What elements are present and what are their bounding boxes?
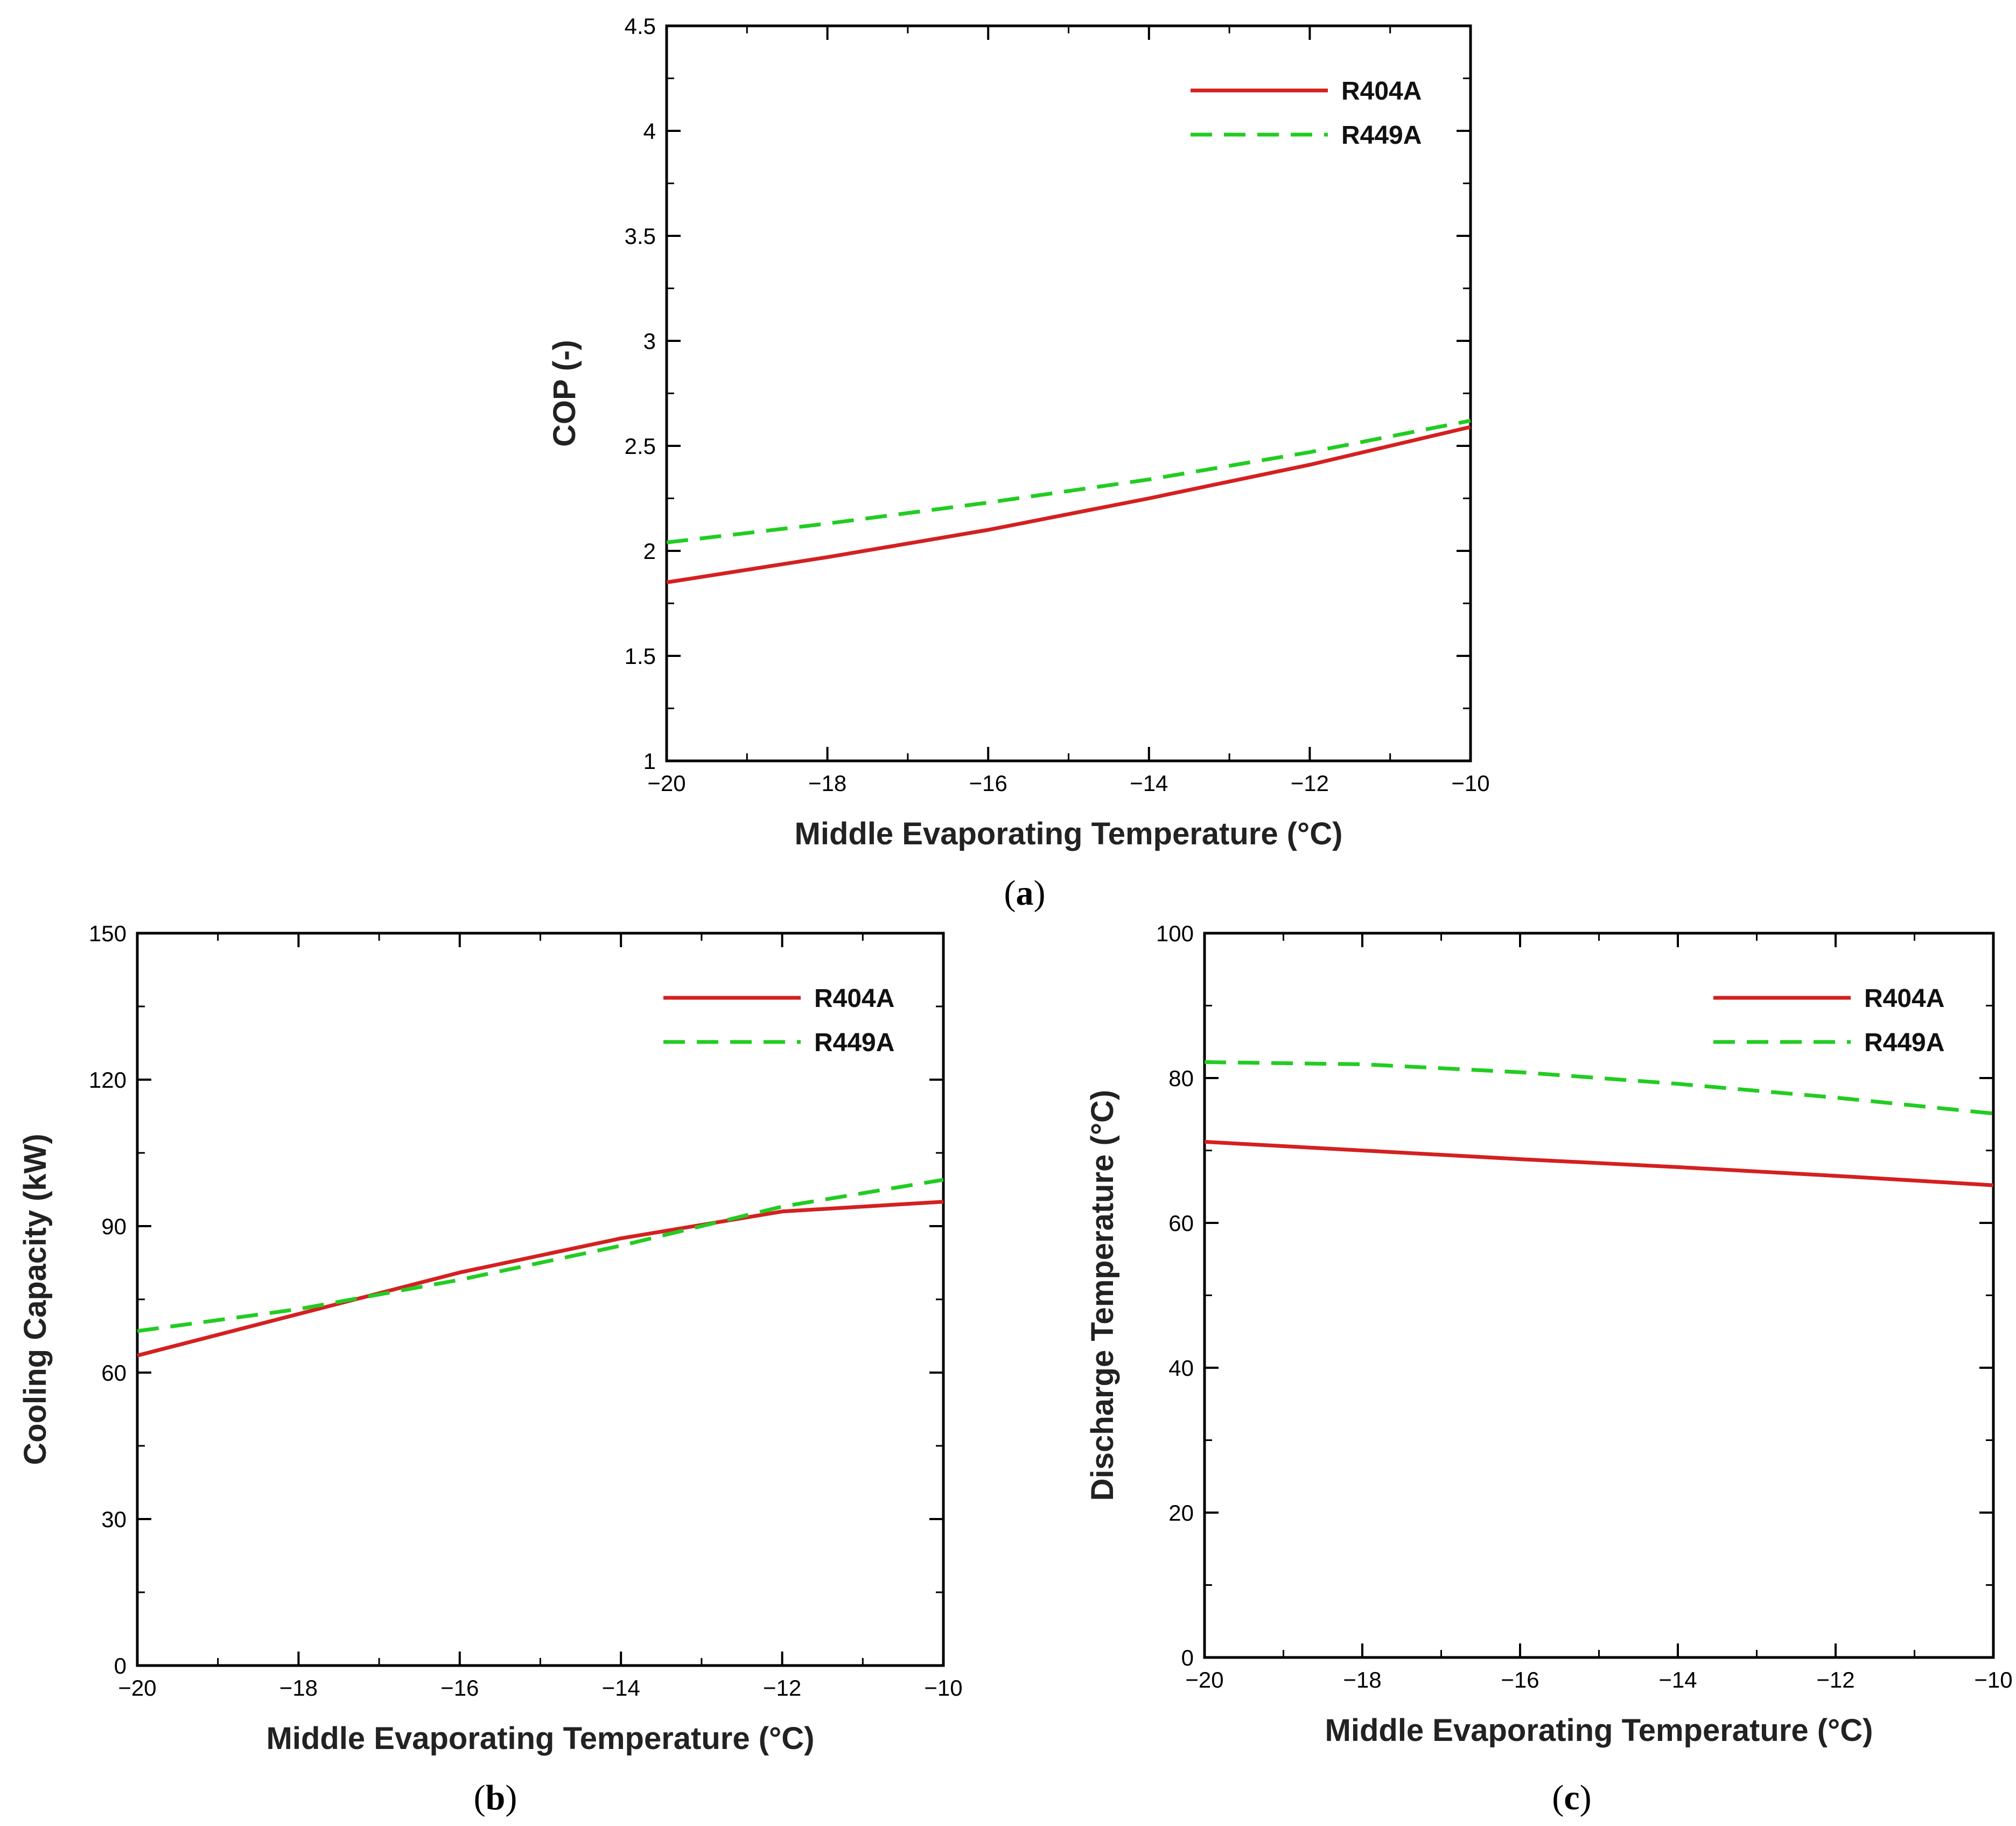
series-line-r404a [666,425,1471,584]
x-tick-label: −20 [118,1675,156,1701]
y-tick-label: 3 [643,328,656,354]
x-tick-label: −12 [1291,771,1329,796]
y-tick-label: 60 [1168,1211,1194,1236]
x-tick-label: −14 [602,1675,640,1701]
panel-label: (a) [1004,873,1046,913]
x-tick-label: −20 [647,771,685,796]
legend-label: R404A [1864,984,1944,1013]
y-tick-label: 120 [89,1067,127,1093]
y-tick-label: 2.5 [625,433,656,459]
y-axis-title: Discharge Temperature (°C) [1085,1090,1120,1501]
legend-label: R449A [1864,1029,1944,1057]
x-tick-label: −14 [1658,1667,1697,1692]
y-tick-label: 3.5 [625,223,656,249]
panel-label: (b) [474,1778,517,1817]
y-tick-label: 2 [643,538,656,564]
legend-label: R449A [814,1029,894,1057]
x-tick-label: −20 [1185,1667,1223,1692]
y-tick-label: 4.5 [625,13,656,39]
x-tick-label: −16 [440,1675,479,1701]
y-axis-title: Cooling Capacity (kW) [18,1134,53,1465]
y-tick-label: 1 [643,748,656,774]
panel-label: (c) [1552,1778,1591,1817]
y-axis-title: COP (-) [547,340,582,447]
legend-label: R404A [1341,77,1422,106]
y-tick-label: 0 [1181,1645,1194,1670]
x-tick-label: −18 [808,771,846,796]
x-tick-label: −12 [763,1675,801,1701]
y-tick-label: 30 [101,1507,127,1532]
x-axis-title: Middle Evaporating Temperature (°C) [1325,1713,1873,1748]
y-tick-label: 1.5 [625,643,656,669]
y-tick-label: 20 [1168,1500,1194,1526]
series-line-r449a [1204,1060,1994,1116]
x-tick-label: −16 [969,771,1007,796]
panel-letter: b [486,1778,506,1817]
panel-letter: c [1564,1778,1579,1817]
legend-label: R404A [814,984,894,1013]
y-tick-label: 150 [89,921,127,946]
legend-label: R449A [1341,121,1422,150]
y-tick-label: 60 [101,1360,127,1386]
x-axis-title: Middle Evaporating Temperature (°C) [795,816,1343,851]
series-line-r449a [137,1178,944,1333]
x-tick-label: −10 [924,1675,962,1701]
x-tick-label: −16 [1501,1667,1539,1692]
x-tick-label: −14 [1130,771,1168,796]
series-line-r404a [1204,1139,1994,1187]
y-tick-label: 40 [1168,1355,1194,1381]
x-tick-label: −18 [1343,1667,1381,1692]
y-tick-label: 90 [101,1214,127,1239]
chart-panel-c: −20 −18 −16 −14 −12 −10 0 20 40 60 80 100 Middle Eva… [1085,921,2013,1817]
y-tick-label: 0 [114,1653,127,1678]
panel-letter: a [1016,873,1034,913]
series-line-r404a [137,1200,944,1358]
y-tick-label: 4 [643,118,656,144]
chart-panel-a: −20 −18 −16 −14 −12 −10 1 1.5 2 2.5 3 3.5 4 4.5 Middle… [547,13,1490,913]
x-tick-label: −18 [279,1675,318,1701]
x-axis-title: Middle Evaporating Temperature (°C) [267,1721,815,1756]
chart-panel-b: −20 −18 −16 −14 −12 −10 0 30 60 90 120 150 Middle Ev… [18,921,963,1817]
x-tick-label: −10 [1451,771,1489,796]
x-tick-label: −10 [1974,1667,2012,1692]
x-tick-label: −12 [1816,1667,1854,1692]
y-tick-label: 100 [1156,921,1194,946]
y-tick-label: 80 [1168,1066,1194,1091]
series-line-r449a [666,418,1471,544]
